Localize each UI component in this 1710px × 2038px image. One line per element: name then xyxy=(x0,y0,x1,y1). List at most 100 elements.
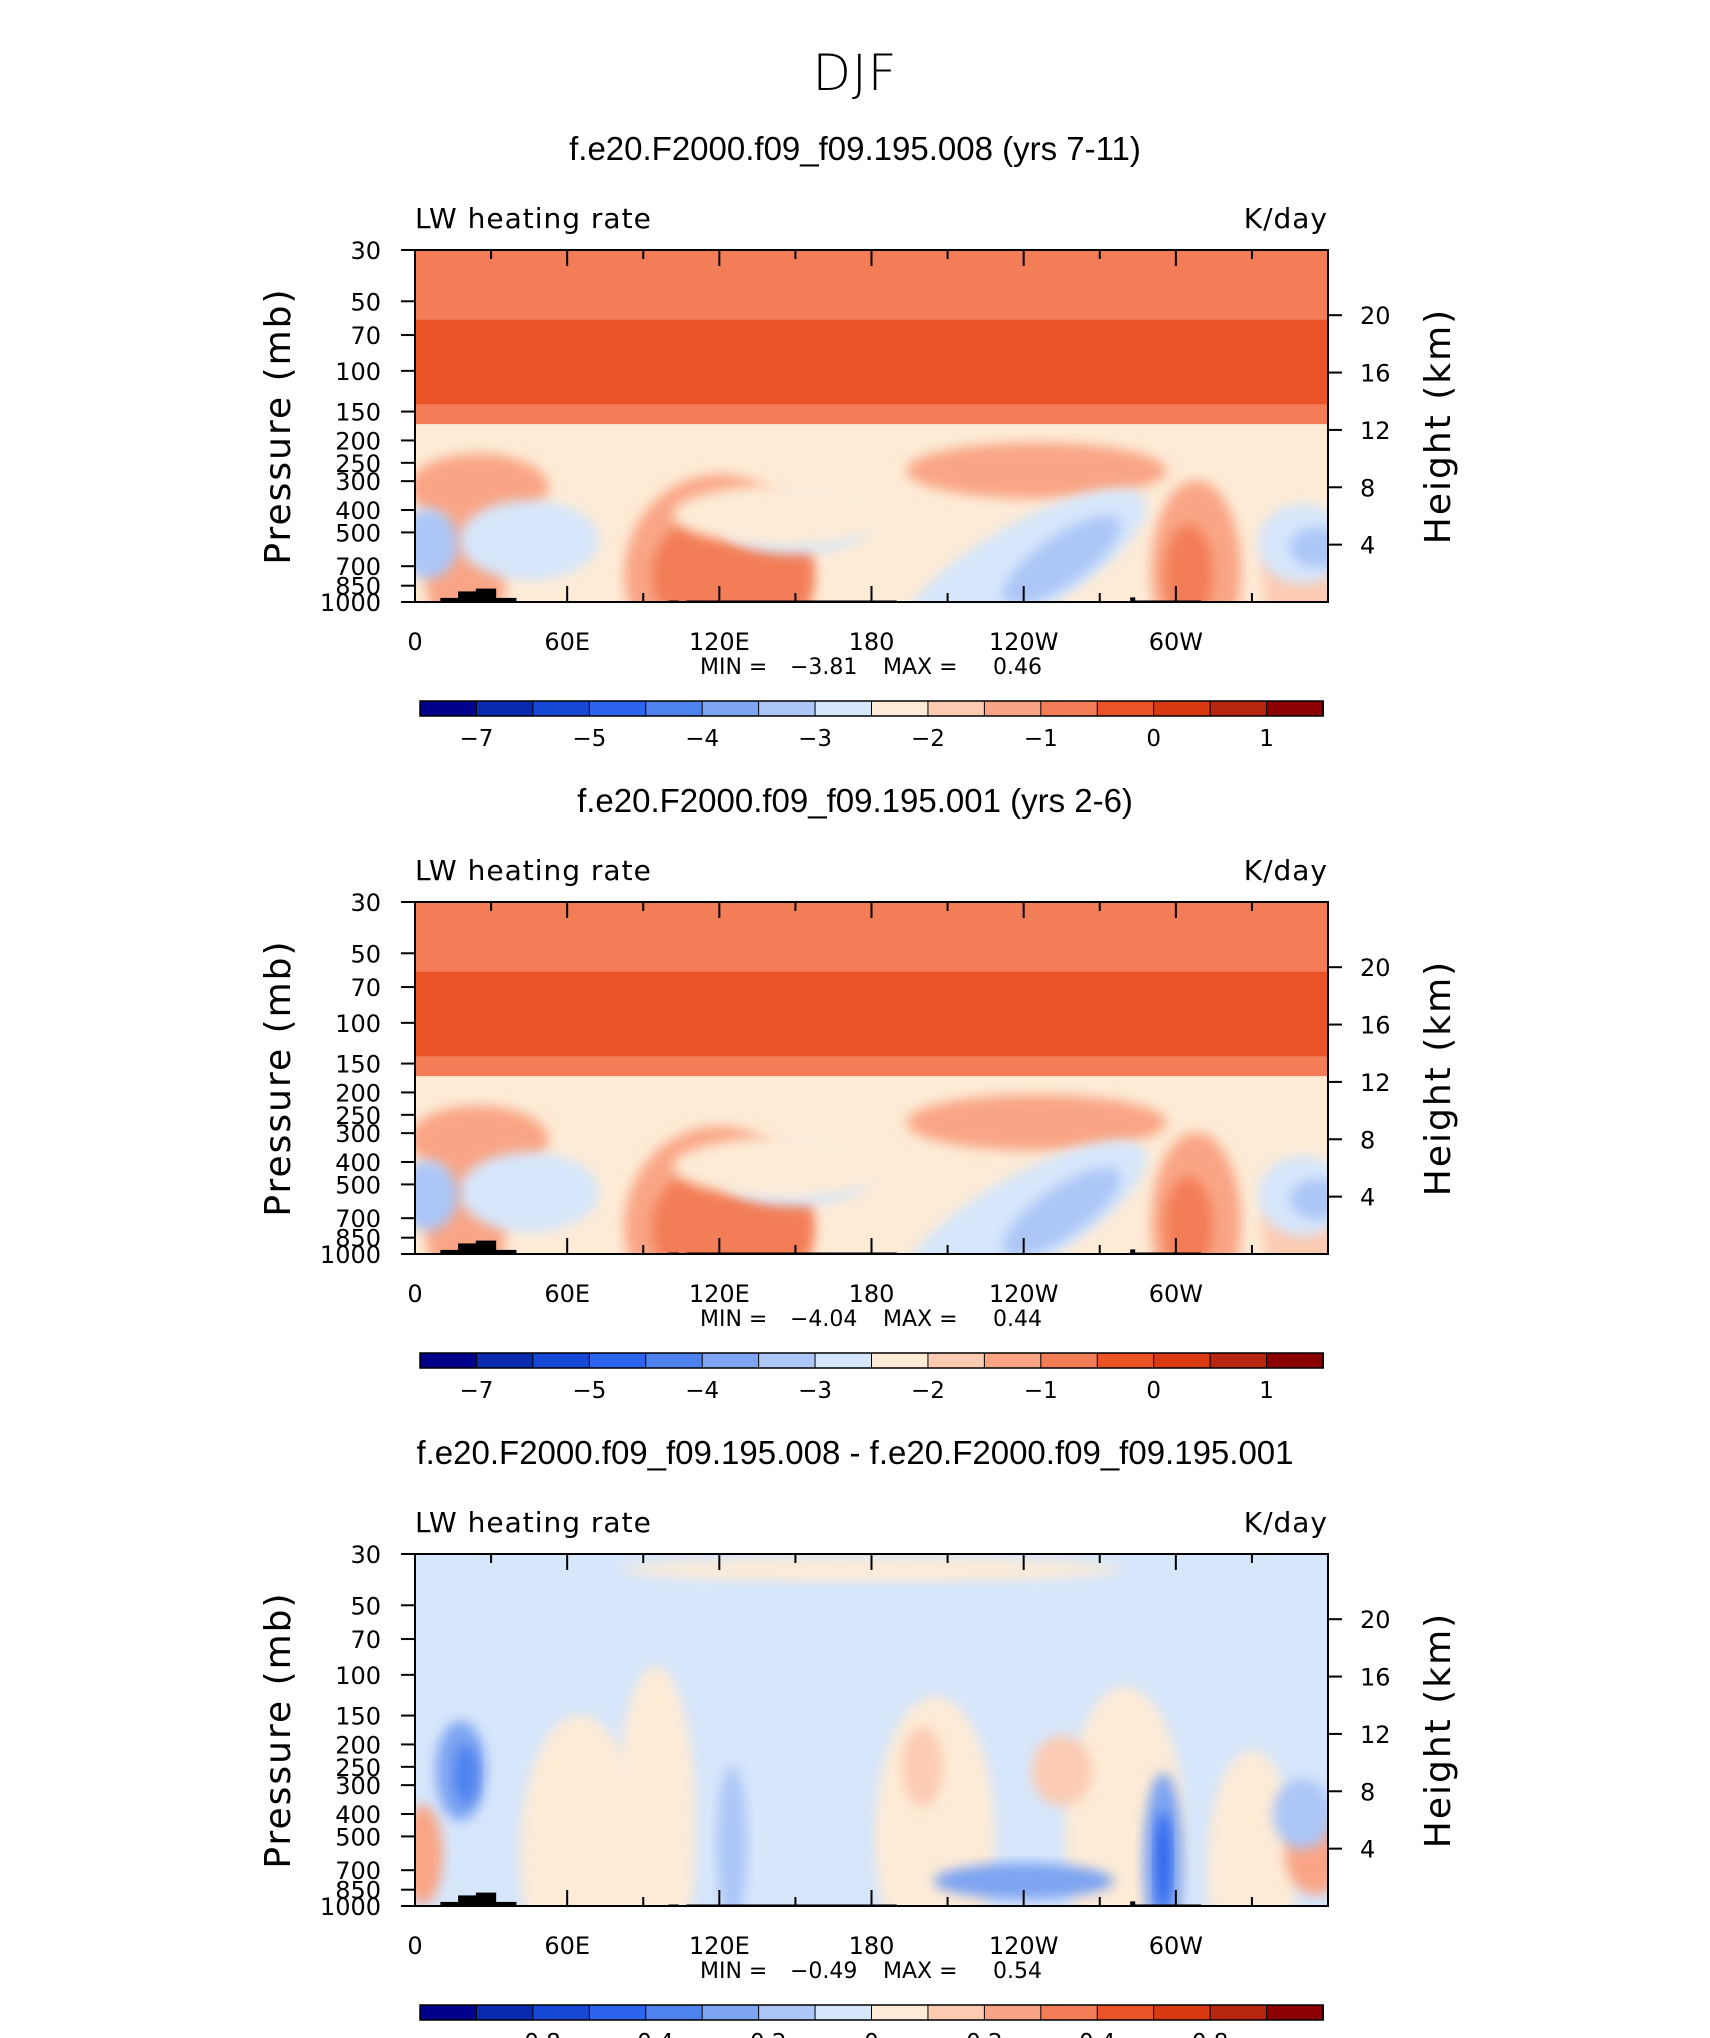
y-tick-label: 500 xyxy=(335,1823,381,1851)
blob-orange-0 xyxy=(415,1804,443,1905)
colorbar-swatch xyxy=(758,700,817,717)
x-tick-label: 60W xyxy=(1149,628,1203,656)
x-tick-label: 60E xyxy=(544,1280,590,1308)
blob-blue-lowpac xyxy=(933,1863,1114,1900)
colorbar-swatch xyxy=(645,2004,704,2021)
colorbar-swatch xyxy=(475,700,534,717)
colorbar-swatch xyxy=(1040,700,1099,717)
colorbar-swatch xyxy=(475,2004,534,2021)
colorbar-swatch xyxy=(1153,700,1212,717)
x-tick-label: 60W xyxy=(1149,1280,1203,1308)
blob-orange-mid xyxy=(902,1726,943,1807)
y-tick-label: 250 xyxy=(335,450,381,478)
y-tick-label: 150 xyxy=(335,1051,381,1079)
topography-block xyxy=(458,1243,481,1254)
colorbar xyxy=(419,700,1324,717)
figure-title: DJF xyxy=(812,44,898,102)
colorbar-swatch xyxy=(532,2004,591,2021)
y-tick-label-right: 4 xyxy=(1360,1836,1375,1864)
band-150 xyxy=(415,1056,1328,1077)
colorbar-swatch xyxy=(1209,700,1268,717)
y-tick-label: 50 xyxy=(350,940,381,968)
y-tick-label: 500 xyxy=(335,1171,381,1199)
colorbar-swatch xyxy=(532,1352,591,1369)
colorbar-swatch xyxy=(1096,2004,1155,2021)
y-tick-label: 250 xyxy=(335,1754,381,1782)
x-tick-label: 60W xyxy=(1149,1932,1203,1960)
y-tick-label-right: 12 xyxy=(1360,1721,1391,1749)
blob-orange-e xyxy=(1031,1735,1092,1806)
colorbar-swatch xyxy=(927,2004,986,2021)
units-label: K/day xyxy=(1244,1506,1328,1539)
blob-cream-a xyxy=(519,1714,640,1906)
colorbar-swatch xyxy=(1040,2004,1099,2021)
blob-blue-westpac xyxy=(717,1766,748,1906)
colorbar-tick-label: −1 xyxy=(1024,726,1058,752)
colorbar-tick-label: 1 xyxy=(1259,726,1274,752)
blob-blue-africa xyxy=(459,500,600,581)
colorbar-tick-label: −1 xyxy=(1024,1378,1058,1404)
y-tick-label-right: 12 xyxy=(1360,417,1391,445)
y-tick-label: 30 xyxy=(350,889,381,917)
y-tick-label: 250 xyxy=(335,1102,381,1130)
min-value: −0.49 xyxy=(790,1959,857,1984)
topography-block xyxy=(458,1895,481,1906)
y-tick-label: 50 xyxy=(350,1592,381,1620)
min-label: MIN = xyxy=(700,655,767,680)
colorbar-swatch xyxy=(871,700,929,717)
panel-2-title: f.e20.F2000.f09_f09.195.001 (yrs 2-6) xyxy=(577,782,1133,819)
y-axis-title-right: Height (km) xyxy=(1418,308,1459,544)
blob-blue-eastpac-2 xyxy=(1002,515,1121,602)
units-label: K/day xyxy=(1244,854,1328,887)
x-axis xyxy=(414,250,1329,602)
panel-1-title: f.e20.F2000.f09_f09.195.008 (yrs 7-11) xyxy=(569,130,1141,167)
colorbar-tick-label: −4 xyxy=(685,726,719,752)
x-tick-label: 60E xyxy=(544,628,590,656)
max-label: MAX = xyxy=(883,655,958,680)
colorbar-swatch xyxy=(1209,1352,1268,1369)
colorbar-swatch xyxy=(871,1352,929,1369)
colorbar-tick-label: −0.4 xyxy=(618,2030,674,2038)
y-tick-label: 400 xyxy=(335,1149,381,1177)
max-label: MAX = xyxy=(883,1959,958,1984)
colorbar-tick-label: 0.4 xyxy=(1079,2030,1116,2038)
colorbar-swatch xyxy=(1153,2004,1212,2021)
colorbar-swatch xyxy=(871,2004,929,2021)
colorbar-tick-label: 0 xyxy=(1146,726,1161,752)
topography-block xyxy=(1130,597,1136,602)
colorbar-tick-label: 1 xyxy=(1259,1378,1274,1404)
y-tick-label: 300 xyxy=(335,1772,381,1800)
y-tick-label: 1000 xyxy=(320,589,381,617)
topography-block xyxy=(475,1892,497,1906)
blob-upper-east xyxy=(906,1094,1167,1151)
x-tick-label: 0 xyxy=(407,1932,422,1960)
y-tick-label-right: 8 xyxy=(1360,474,1375,502)
colorbar-swatch xyxy=(701,1352,760,1369)
min-label: MIN = xyxy=(700,1959,767,1984)
x-axis xyxy=(414,902,1329,1254)
min-value: −3.81 xyxy=(790,655,857,680)
y-tick-label: 100 xyxy=(335,1662,381,1690)
y-tick-label: 850 xyxy=(335,1877,381,1905)
variable-label: LW heating rate xyxy=(415,854,652,887)
y-tick-label: 30 xyxy=(350,1541,381,1569)
colorbar-swatch xyxy=(983,1352,1042,1369)
variable-label: LW heating rate xyxy=(415,1506,652,1539)
x-tick-label: 120E xyxy=(689,628,750,656)
colorbar-tick-label: −4 xyxy=(685,1378,719,1404)
y-axis-left xyxy=(401,1553,415,1907)
blob-blue-atlantic-2 xyxy=(1289,1179,1328,1220)
colorbar-swatch xyxy=(419,1352,478,1369)
y-tick-label: 1000 xyxy=(320,1893,381,1921)
x-tick-label: 0 xyxy=(407,1280,422,1308)
colorbar-swatch xyxy=(701,700,760,717)
y-tick-label: 400 xyxy=(335,1801,381,1829)
x-tick-label: 120W xyxy=(989,628,1059,656)
topography-block xyxy=(1130,1249,1136,1254)
band-150 xyxy=(415,404,1328,425)
colorbar-tick-label: −3 xyxy=(798,1378,832,1404)
colorbar-swatch xyxy=(1266,700,1324,717)
y-axis-title: Pressure (mb) xyxy=(258,1591,299,1868)
y-tick-label: 50 xyxy=(350,288,381,316)
y-tick-label: 150 xyxy=(335,399,381,427)
